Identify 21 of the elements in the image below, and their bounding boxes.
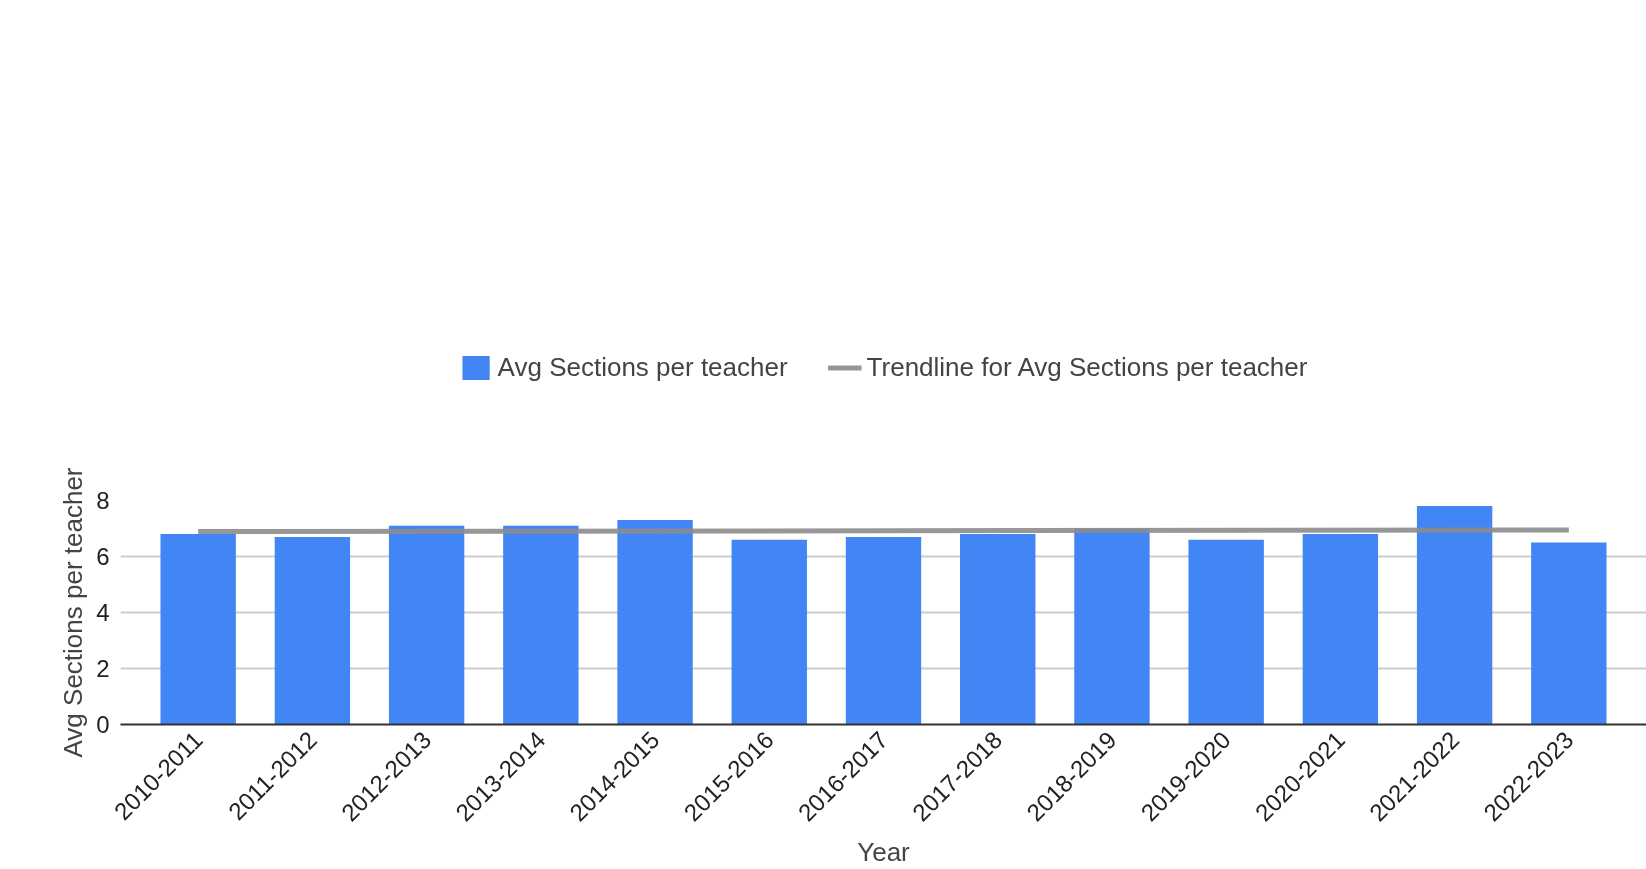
- bar: [388, 525, 465, 725]
- bar: [1188, 539, 1264, 725]
- y-tick-label: 6: [96, 543, 110, 570]
- y-tick-label: 8: [96, 487, 110, 514]
- legend-label: Avg Sections per teacher: [497, 351, 788, 383]
- y-axis-title: Avg Sections per teacher: [58, 467, 89, 758]
- y-tick-label: 0: [96, 711, 110, 738]
- bar: [1302, 534, 1379, 725]
- y-tick-label: 2: [96, 655, 110, 682]
- bar: [1531, 542, 1607, 725]
- bar: [617, 520, 693, 725]
- bar: [503, 525, 579, 725]
- x-axis-title: Year: [857, 836, 911, 867]
- legend-label: Trendline for Avg Sections per teacher: [866, 351, 1308, 383]
- bar: [845, 536, 922, 725]
- y-tick-label: 4: [96, 599, 110, 626]
- bar: [960, 534, 1036, 725]
- bar: [160, 534, 236, 725]
- bar: [274, 536, 351, 725]
- bar: [1416, 506, 1493, 725]
- bar: [731, 539, 807, 725]
